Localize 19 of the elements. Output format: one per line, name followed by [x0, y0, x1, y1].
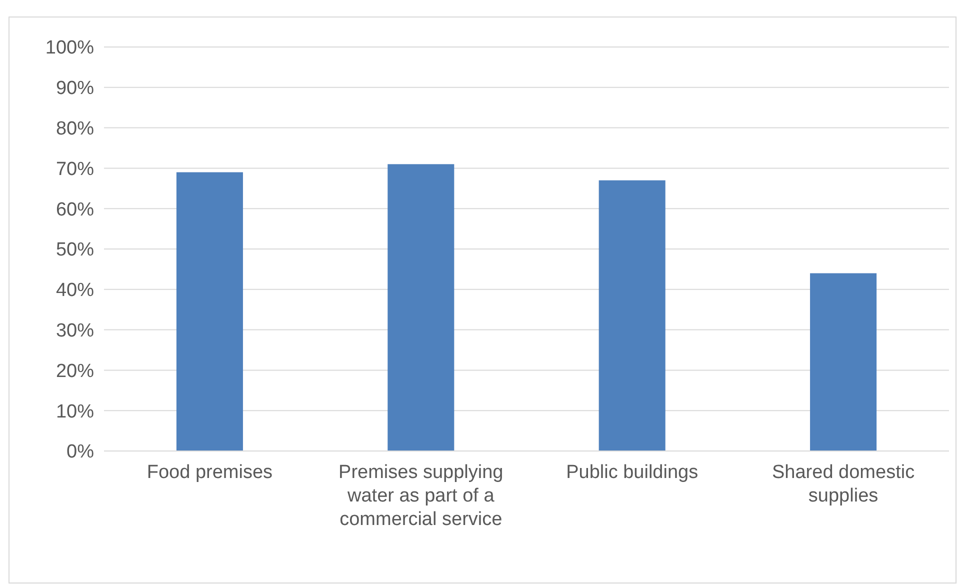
- x-tick-label: Food premises: [146, 462, 273, 483]
- bar: [598, 180, 666, 451]
- y-tick-label: 100%: [45, 38, 94, 59]
- y-tick-label: 70%: [56, 158, 94, 180]
- y-tick-label: 20%: [56, 360, 94, 382]
- bar: [176, 172, 243, 451]
- bar: [810, 273, 877, 451]
- x-tick-label: Shared domestic supplies: [772, 462, 915, 506]
- x-tick-label: Premises supplying water as part of a commercial service: [338, 462, 504, 530]
- y-tick-label: 30%: [56, 320, 94, 342]
- y-tick-label: 90%: [56, 78, 94, 100]
- x-tick-label: Public buildings: [566, 462, 698, 483]
- y-tick-label: 40%: [56, 280, 94, 302]
- y-tick-label: 10%: [56, 401, 94, 422]
- y-tick-label: 80%: [56, 118, 94, 140]
- y-tick-label: 0%: [66, 442, 94, 463]
- bar: [388, 164, 454, 451]
- y-tick-label: 50%: [56, 240, 94, 261]
- y-tick-label: 60%: [56, 199, 94, 220]
